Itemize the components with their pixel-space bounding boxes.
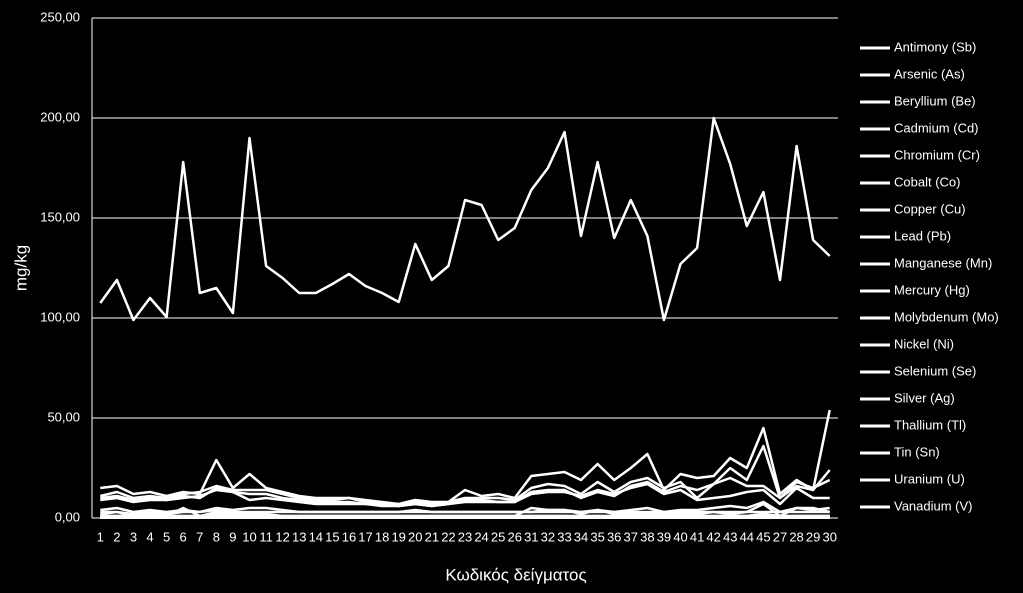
x-tick-label: 19	[391, 529, 405, 544]
x-tick-label: 22	[441, 529, 455, 544]
legend-label: Cobalt (Co)	[894, 174, 960, 189]
x-tick-label: 38	[640, 529, 654, 544]
x-tick-label: 21	[425, 529, 439, 544]
x-tick-label: 14	[309, 529, 323, 544]
x-tick-label: 16	[342, 529, 356, 544]
series-line	[100, 444, 831, 508]
x-tick-label: 39	[657, 529, 671, 544]
x-tick-label: 42	[706, 529, 720, 544]
x-tick-label: 17	[358, 529, 372, 544]
x-tick-label: 31	[524, 529, 538, 544]
x-tick-label: 43	[723, 529, 737, 544]
x-tick-label: 6	[180, 529, 187, 544]
x-tick-label: 41	[690, 529, 704, 544]
legend-label: Molybdenum (Mo)	[894, 309, 999, 324]
y-tick-label: 250,00	[40, 9, 80, 24]
x-tick-label: 10	[242, 529, 256, 544]
x-tick-label: 24	[474, 529, 488, 544]
series-line	[100, 409, 831, 508]
x-tick-label: 26	[507, 529, 521, 544]
legend-label: Copper (Cu)	[894, 201, 966, 216]
x-tick-label: 40	[673, 529, 687, 544]
series-line	[99, 116, 831, 322]
legend-label: Nickel (Ni)	[894, 336, 954, 351]
legend-label: Tin (Sn)	[894, 444, 940, 459]
x-tick-label: 30	[822, 529, 836, 544]
x-tick-label: 33	[557, 529, 571, 544]
x-tick-label: 32	[541, 529, 555, 544]
legend-label: Cadmium (Cd)	[894, 120, 979, 135]
y-tick-label: 150,00	[40, 209, 80, 224]
x-tick-label: 5	[163, 529, 170, 544]
x-axis-title: Κωδικός δείγματος	[445, 565, 586, 584]
y-tick-label: 0,00	[55, 509, 80, 524]
series-line	[100, 426, 831, 506]
x-tick-label: 9	[229, 529, 236, 544]
x-tick-label: 2	[113, 529, 120, 544]
legend-label: Beryllium (Be)	[894, 93, 976, 108]
x-tick-label: 23	[458, 529, 472, 544]
y-axis-title: mg/kg	[11, 245, 30, 291]
x-tick-label: 13	[292, 529, 306, 544]
x-tick-label: 35	[590, 529, 604, 544]
x-tick-label: 29	[806, 529, 820, 544]
legend-label: Silver (Ag)	[894, 390, 955, 405]
legend-label: Vanadium (V)	[894, 498, 973, 513]
legend-label: Mercury (Hg)	[894, 282, 970, 297]
legend-label: Uranium (U)	[894, 471, 965, 486]
y-tick-label: 100,00	[40, 309, 80, 324]
x-tick-label: 37	[624, 529, 638, 544]
legend-label: Selenium (Se)	[894, 363, 976, 378]
legend-label: Arsenic (As)	[894, 66, 965, 81]
y-tick-label: 50,00	[47, 409, 80, 424]
legend-label: Manganese (Mn)	[894, 255, 992, 270]
x-tick-label: 36	[607, 529, 621, 544]
x-tick-label: 20	[408, 529, 422, 544]
x-tick-label: 12	[275, 529, 289, 544]
x-tick-label: 1	[97, 529, 104, 544]
legend-label: Thallium (Tl)	[894, 417, 966, 432]
x-tick-label: 11	[259, 529, 273, 544]
x-tick-label: 27	[773, 529, 787, 544]
legend-label: Chromium (Cr)	[894, 147, 980, 162]
x-tick-label: 45	[756, 529, 770, 544]
series-line	[100, 500, 830, 514]
legend-label: Antimony (Sb)	[894, 39, 976, 54]
x-tick-label: 4	[146, 529, 153, 544]
x-tick-label: 15	[325, 529, 339, 544]
legend-label: Lead (Pb)	[894, 228, 951, 243]
x-tick-label: 25	[491, 529, 505, 544]
x-tick-label: 34	[574, 529, 588, 544]
series-line	[100, 482, 830, 508]
y-tick-label: 200,00	[40, 109, 80, 124]
x-tick-label: 28	[789, 529, 803, 544]
x-tick-label: 44	[740, 529, 754, 544]
x-tick-label: 3	[130, 529, 137, 544]
x-tick-label: 8	[213, 529, 220, 544]
x-tick-label: 7	[196, 529, 203, 544]
x-tick-label: 18	[375, 529, 389, 544]
